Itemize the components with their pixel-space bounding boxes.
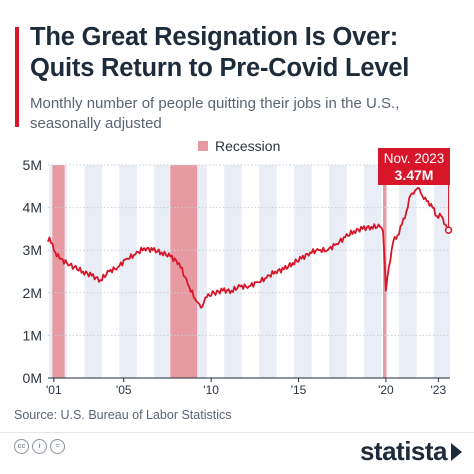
- source-note: Source: U.S. Bureau of Labor Statistics: [14, 408, 232, 422]
- year-band: [329, 165, 347, 378]
- footer-divider: [0, 432, 474, 433]
- year-band: [154, 165, 172, 378]
- statista-wordmark: statista: [359, 436, 448, 466]
- x-tick-label: '01: [46, 383, 62, 397]
- x-tick-label: '20: [378, 383, 394, 397]
- legend: Recession: [198, 138, 280, 154]
- chart-subtitle: Monthly number of people quitting their …: [30, 94, 470, 134]
- year-band: [364, 165, 382, 378]
- y-tick-label: 2M: [23, 285, 42, 301]
- annotation-value: 3.47M: [395, 167, 434, 183]
- chart-title: The Great Resignation Is Over: Quits Ret…: [30, 22, 470, 84]
- recession-band: [52, 165, 65, 378]
- year-band: [119, 165, 137, 378]
- cc-icon: cc: [14, 439, 29, 454]
- title-line-1: The Great Resignation Is Over:: [30, 23, 399, 51]
- x-tick-label: '23: [431, 383, 447, 397]
- subtitle-line-1: Monthly number of people quitting their …: [30, 95, 400, 112]
- last-point-marker: [444, 226, 453, 234]
- y-tick-label: 5M: [23, 157, 42, 173]
- statista-mark-icon: [451, 442, 462, 461]
- y-tick-label: 1M: [23, 327, 42, 343]
- y-tick-label: 4M: [23, 200, 42, 216]
- title-line-2: Quits Return to Pre-Covid Level: [30, 54, 410, 82]
- year-band: [259, 165, 277, 378]
- quits-series-line: [47, 186, 450, 309]
- title-accent-bar: [15, 27, 19, 127]
- statista-logo: statista: [360, 436, 462, 467]
- year-band: [433, 165, 450, 378]
- recession-legend-label: Recession: [215, 138, 281, 154]
- subtitle-line-2: seasonally adjusted: [30, 115, 162, 132]
- recession-band: [170, 165, 198, 378]
- year-band: [84, 165, 102, 378]
- x-tick-label: '05: [116, 383, 132, 397]
- annotation-box: [378, 148, 450, 185]
- license-icons: cc i =: [14, 439, 65, 454]
- nd-icon: =: [50, 439, 65, 454]
- x-tick-label: '10: [203, 383, 219, 397]
- year-band: [224, 165, 242, 378]
- year-band: [399, 165, 417, 378]
- recession-legend-swatch: [198, 141, 208, 151]
- y-tick-label: 0M: [23, 370, 42, 386]
- year-band: [294, 165, 312, 378]
- annotation-date: Nov. 2023: [384, 151, 445, 166]
- y-tick-label: 3M: [23, 242, 42, 258]
- x-tick-label: '15: [291, 383, 307, 397]
- by-icon: i: [32, 439, 47, 454]
